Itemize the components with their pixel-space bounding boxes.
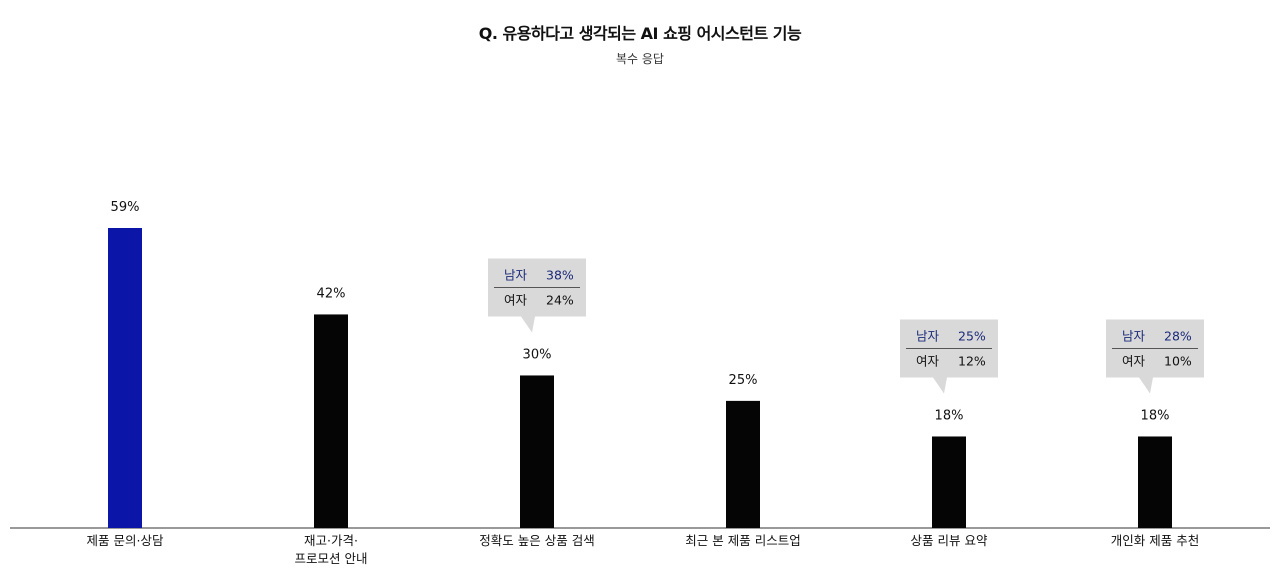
callout-1-label-female: 여자 bbox=[504, 292, 528, 307]
value-label-6: 18% bbox=[1141, 408, 1170, 423]
callout-3-label-female: 여자 bbox=[1122, 353, 1146, 368]
bar-1 bbox=[108, 228, 142, 528]
value-label-5: 18% bbox=[935, 408, 964, 423]
callout-bubble-3 bbox=[1106, 319, 1204, 394]
bar-2 bbox=[314, 314, 348, 528]
callout-2-label-male: 남자 bbox=[916, 328, 940, 343]
callout-3-value-female: 10% bbox=[1164, 353, 1192, 368]
callout-bubble-1 bbox=[488, 258, 586, 333]
bar-6 bbox=[1138, 436, 1172, 528]
value-label-2: 42% bbox=[317, 286, 346, 301]
category-label-4: 최근 본 제품 리스트업 bbox=[685, 533, 800, 548]
category-label-5: 상품 리뷰 요약 bbox=[911, 533, 988, 548]
callout-1-value-female: 24% bbox=[546, 292, 574, 307]
value-label-4: 25% bbox=[729, 373, 758, 388]
bar-3 bbox=[520, 375, 554, 528]
callout-2-label-female: 여자 bbox=[916, 353, 940, 368]
callout-2-value-female: 12% bbox=[958, 353, 986, 368]
category-label-2-line-2: 프로모션 안내 bbox=[295, 551, 368, 566]
callout-1-value-male: 38% bbox=[546, 267, 574, 282]
chart-title: Q. 유용하다고 생각되는 AI 쇼핑 어시스턴트 기능 bbox=[478, 24, 802, 43]
callout-bubble-2 bbox=[900, 319, 998, 394]
bar-4 bbox=[726, 400, 760, 528]
category-label-6: 개인화 제품 추천 bbox=[1111, 533, 1199, 548]
callout-3-label-male: 남자 bbox=[1122, 328, 1146, 343]
value-label-3: 30% bbox=[523, 347, 552, 362]
callout-1-label-male: 남자 bbox=[504, 267, 528, 282]
callout-2-value-male: 25% bbox=[958, 328, 986, 343]
bar-5 bbox=[932, 436, 966, 528]
category-label-1: 제품 문의·상담 bbox=[87, 533, 164, 548]
value-label-1: 59% bbox=[111, 200, 140, 215]
category-label-2-line-1: 재고·가격· bbox=[304, 533, 358, 548]
category-label-3: 정확도 높은 상품 검색 bbox=[479, 533, 594, 548]
chart-subtitle: 복수 응답 bbox=[616, 52, 664, 66]
callout-3-value-male: 28% bbox=[1164, 328, 1192, 343]
